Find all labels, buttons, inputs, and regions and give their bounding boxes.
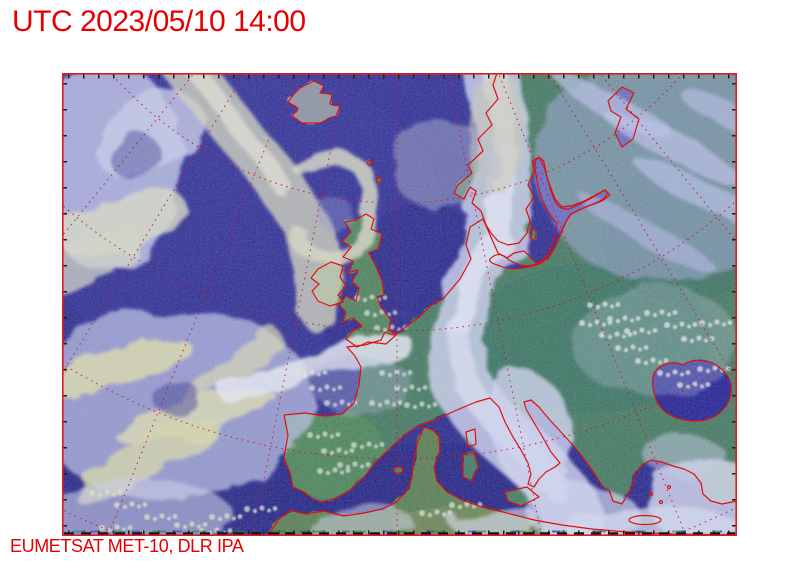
image-grain bbox=[62, 73, 737, 536]
timestamp-title: UTC 2023/05/10 14:00 bbox=[12, 5, 306, 38]
graticule bbox=[62, 73, 737, 536]
satellite-image bbox=[62, 73, 737, 536]
image-border bbox=[62, 73, 737, 536]
border-ticks bbox=[62, 73, 737, 536]
coastline-overlay bbox=[267, 73, 737, 536]
attribution-caption: EUMETSAT MET-10, DLR IPA bbox=[10, 536, 244, 556]
